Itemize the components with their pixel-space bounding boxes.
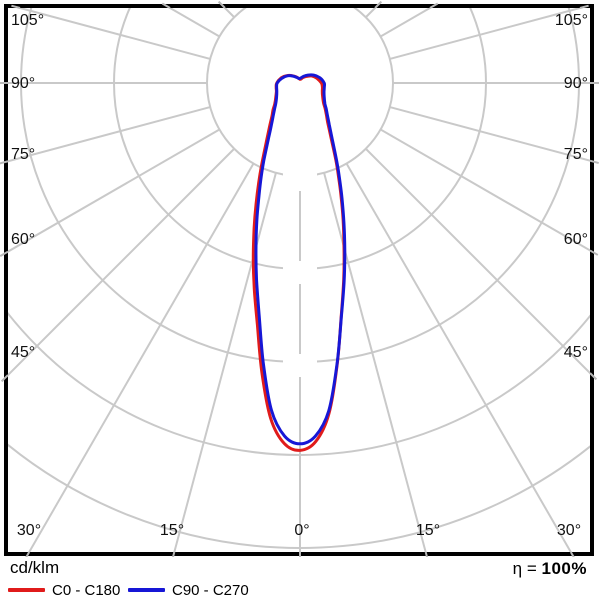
ring-value-label-blank bbox=[283, 261, 317, 284]
angle-label-right-105: 105° bbox=[554, 12, 588, 29]
angle-label-left-45: 45° bbox=[11, 344, 36, 361]
angle-label-right-90: 90° bbox=[563, 75, 588, 92]
polar-chart-canvas bbox=[0, 0, 599, 557]
eta-value: 100% bbox=[541, 559, 587, 578]
border-tick bbox=[0, 374, 9, 383]
radial-grid-line bbox=[8, 148, 235, 376]
radial-grid-line bbox=[365, 8, 376, 18]
border-tick bbox=[25, 551, 31, 557]
angle-label-right-45: 45° bbox=[563, 344, 588, 361]
radial-grid-line bbox=[389, 106, 590, 162]
border-tick bbox=[11, 4, 21, 9]
angle-label-right-75: 75° bbox=[563, 146, 588, 163]
radial-grid-line bbox=[389, 8, 581, 60]
radial-grid-line bbox=[224, 8, 235, 18]
border-tick bbox=[589, 159, 599, 165]
polar-grid bbox=[8, 8, 590, 552]
light-output-ratio: η = 100% bbox=[513, 559, 587, 579]
angle-label-bottom-30R: 30° bbox=[556, 522, 582, 539]
angle-label-bottom-0: 0° bbox=[294, 522, 310, 539]
border-tick bbox=[589, 249, 599, 256]
curve-c90-c270 bbox=[254, 73, 347, 446]
radial-grid-line bbox=[380, 128, 590, 252]
angle-label-left-60: 60° bbox=[11, 231, 36, 248]
legend-label-c90-c270: C90 - C270 bbox=[172, 582, 249, 599]
border-tick bbox=[217, 0, 226, 9]
ring-value-label-blank bbox=[283, 168, 317, 191]
radial-grid-line bbox=[8, 106, 211, 163]
border-tick bbox=[424, 551, 429, 557]
angle-label-left-75: 75° bbox=[11, 146, 36, 163]
c90-c270-line-swatch bbox=[128, 588, 165, 592]
angle-label-left-105: 105° bbox=[11, 12, 45, 29]
radial-grid-line bbox=[8, 128, 220, 253]
angle-label-bottom-15L: 15° bbox=[159, 522, 185, 539]
eta-symbol: η = bbox=[512, 559, 542, 578]
radial-grid-line bbox=[28, 163, 255, 552]
radial-grid-line bbox=[323, 172, 427, 552]
angle-label-left-90: 90° bbox=[11, 75, 36, 92]
border-tick bbox=[579, 4, 589, 9]
angle-label-bottom-30L: 30° bbox=[16, 522, 42, 539]
legend-label-c0-c180: C0 - C180 bbox=[52, 582, 121, 599]
radial-grid-line bbox=[380, 8, 431, 38]
radial-grid-line bbox=[173, 172, 277, 552]
border-tick bbox=[0, 250, 9, 257]
c0-c180-line-swatch bbox=[8, 588, 45, 592]
angle-label-right-60: 60° bbox=[563, 231, 588, 248]
border-tick bbox=[161, 2, 171, 9]
legend: cd/klm C0 - C180 C90 - C270 η = 100% bbox=[0, 556, 600, 600]
radial-grid-line bbox=[345, 163, 572, 552]
border-tick bbox=[171, 551, 176, 557]
border-tick bbox=[429, 2, 439, 9]
unit-label: cd/klm bbox=[10, 558, 60, 577]
border-tick bbox=[589, 372, 598, 381]
border-tick bbox=[374, 0, 383, 9]
radial-grid-line bbox=[365, 148, 590, 374]
border-tick bbox=[0, 160, 9, 165]
grid-ring bbox=[206, 8, 394, 177]
radial-grid-line bbox=[169, 8, 220, 38]
angle-label-bottom-15R: 15° bbox=[415, 522, 441, 539]
border-tick bbox=[569, 551, 575, 557]
radial-grid-line bbox=[19, 8, 211, 60]
ring-value-label-blank bbox=[283, 354, 317, 377]
